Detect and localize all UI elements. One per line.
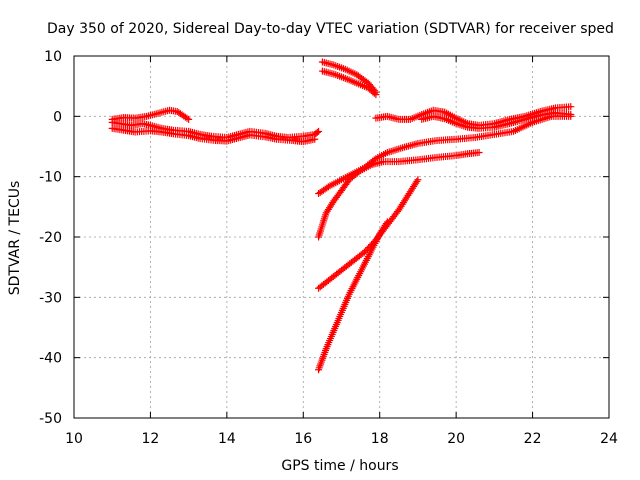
- series-arc-9: [315, 218, 391, 374]
- y-axis: 10 0 -10 -20 -30 -40 -50: [39, 49, 609, 427]
- series-arc-7: [315, 112, 575, 198]
- y-axis-label: SDTVAR / TECUs: [7, 181, 23, 296]
- y-tick-label: -40: [39, 351, 62, 367]
- y-tick-label: 10: [44, 49, 62, 65]
- y-tick-label: 0: [53, 109, 62, 125]
- x-tick-label: 16: [294, 431, 312, 447]
- data-point: [311, 135, 319, 143]
- gridlines: [74, 56, 609, 418]
- y-tick-label: -20: [39, 230, 62, 246]
- series-arc-6: [315, 149, 483, 241]
- data-point: [414, 176, 422, 184]
- x-tick-label: 18: [371, 431, 389, 447]
- y-tick-label: -30: [39, 290, 62, 306]
- series-arc-1: [108, 106, 193, 123]
- x-tick-label: 12: [142, 431, 160, 447]
- data-point: [313, 128, 321, 136]
- x-tick-label: 10: [65, 431, 83, 447]
- data-point: [370, 156, 378, 164]
- series-arc-8: [315, 176, 422, 292]
- series-arc-5: [318, 67, 380, 99]
- x-tick-label: 22: [524, 431, 542, 447]
- data-point: [315, 127, 323, 135]
- x-axis: 10 12 14 16 18 20 22 24: [65, 56, 618, 447]
- data-point: [383, 218, 391, 226]
- data-point: [370, 89, 378, 97]
- data-point: [372, 91, 380, 99]
- y-tick-label: -50: [39, 411, 62, 427]
- x-tick-label: 14: [218, 431, 236, 447]
- data-point: [382, 220, 390, 228]
- series-arc-11: [418, 109, 575, 132]
- x-axis-label: GPS time / hours: [281, 458, 398, 474]
- data-point: [185, 115, 193, 123]
- data-point: [413, 177, 421, 185]
- x-tick-label: 20: [447, 431, 465, 447]
- data-points: [108, 58, 575, 374]
- data-point: [183, 114, 191, 122]
- data-point: [567, 111, 575, 119]
- y-tick-label: -10: [39, 170, 62, 186]
- data-point: [475, 149, 483, 157]
- series-arc-4: [318, 58, 380, 96]
- series-arc-3: [108, 124, 319, 146]
- data-point: [324, 183, 332, 191]
- chart-title: Day 350 of 2020, Sidereal Day-to-day VTE…: [47, 21, 614, 37]
- data-point: [567, 103, 575, 111]
- x-tick-label: 24: [600, 431, 618, 447]
